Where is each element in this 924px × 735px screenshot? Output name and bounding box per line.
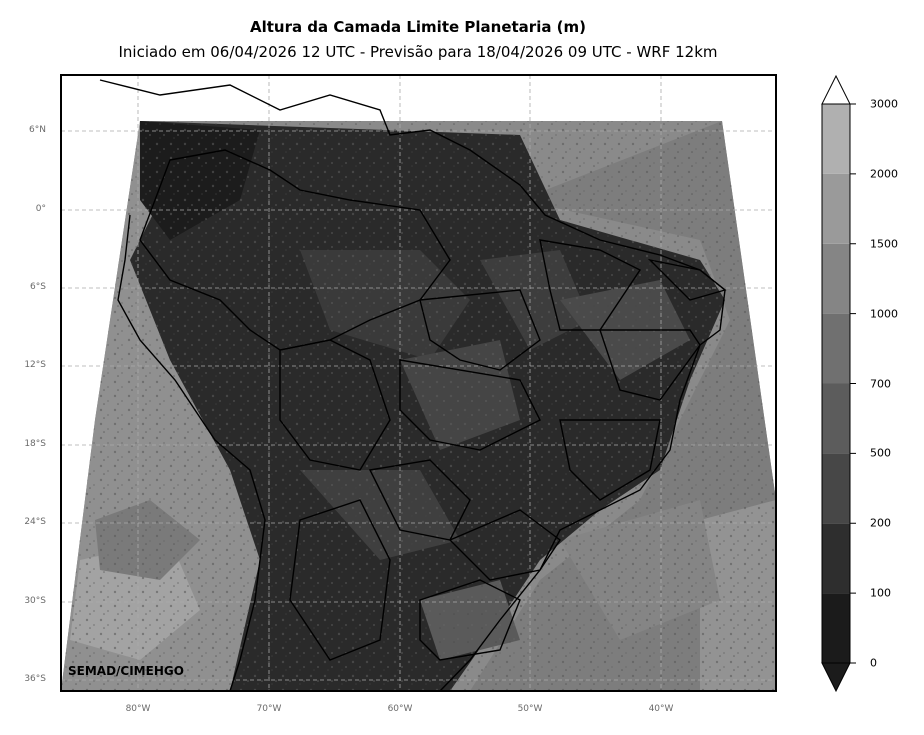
colorbar-tick-label: 100 <box>870 586 891 600</box>
colorbar-tick-label: 1000 <box>870 307 898 321</box>
colorbar-tick-label: 500 <box>870 446 891 460</box>
map-frame <box>60 74 777 692</box>
map-area <box>61 75 776 691</box>
map-subtitle: Iniciado em 06/04/2026 12 UTC - Previsão… <box>118 43 718 61</box>
colorbar-tick-label: 700 <box>870 377 891 390</box>
colorbar-segment <box>822 523 850 594</box>
colorbar-segment <box>822 593 850 663</box>
map-title: Altura da Camada Limite Planetaria (m) <box>249 18 587 36</box>
colorbar-segment <box>822 173 850 244</box>
lat-label-6n: 6°N <box>29 125 46 135</box>
credit-label: SEMAD/CIMEHGO <box>68 664 184 678</box>
colorbar-extend-min <box>821 662 851 693</box>
colorbar-segment <box>822 383 850 454</box>
lat-label-18s: 18°S <box>24 439 46 449</box>
lat-label-24s: 24°S <box>24 517 46 527</box>
coastline-west <box>117 214 266 691</box>
colorbar-segment <box>822 313 850 384</box>
colorbar-tick-label: 200 <box>870 516 891 530</box>
lon-label-60w: 60°W <box>387 704 413 714</box>
coastline-north <box>99 79 726 691</box>
colorbar-segment <box>822 104 850 174</box>
lat-label-0: 0° <box>35 204 46 214</box>
colorbar-tick-label: 3000 <box>870 97 898 111</box>
colorbar-tick-label: 1500 <box>870 237 898 251</box>
lon-label-70w: 70°W <box>256 704 282 714</box>
lat-label-12s: 12°S <box>24 360 46 370</box>
lat-label-30s: 30°S <box>24 596 46 606</box>
lon-label-40w: 40°W <box>648 704 674 714</box>
lon-label-50w: 50°W <box>517 704 543 714</box>
colorbar-tick-label: 2000 <box>870 167 898 181</box>
lat-label-6s: 6°S <box>30 282 46 292</box>
colorbar-tick-label: 0 <box>870 656 877 670</box>
colorbar-extend-max <box>821 74 851 105</box>
colorbar <box>821 74 856 693</box>
lat-label-36s: 36°S <box>24 674 46 684</box>
colorbar-segment <box>822 243 850 314</box>
borders <box>99 79 727 691</box>
lon-label-80w: 80°W <box>125 704 151 714</box>
colorbar-segment <box>822 453 850 524</box>
